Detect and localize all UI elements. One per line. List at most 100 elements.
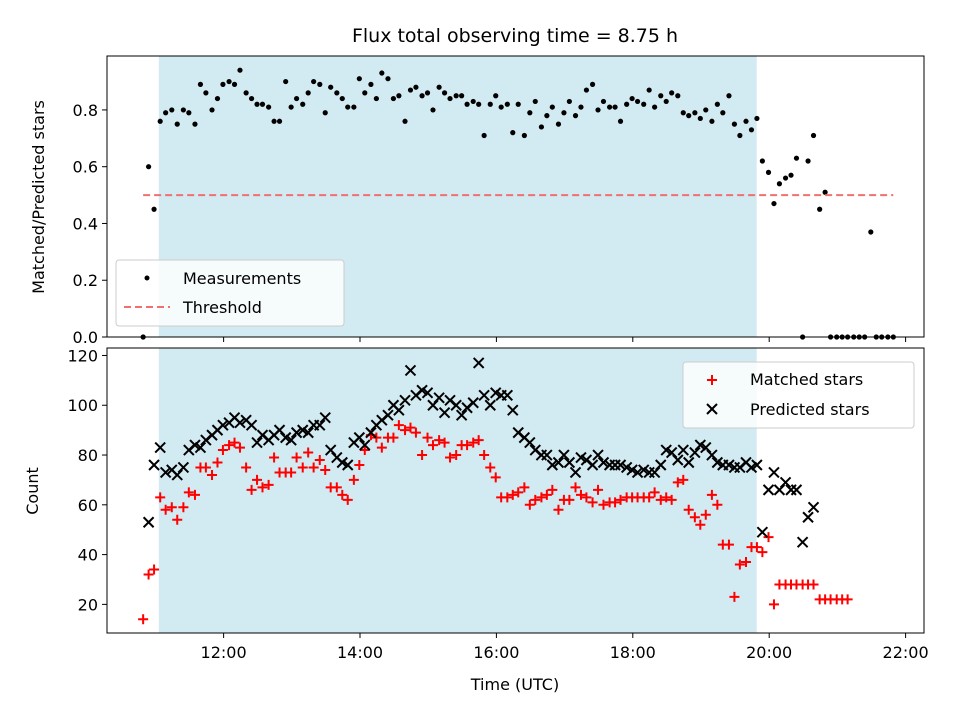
measurement-point xyxy=(822,189,828,195)
predicted-star-point xyxy=(586,459,599,471)
measurement-point xyxy=(322,110,328,116)
matched-star-point xyxy=(536,492,547,503)
measurement-point xyxy=(220,81,226,87)
y-tick-label: 0.8 xyxy=(73,101,98,120)
measurement-point xyxy=(549,104,555,110)
predicted-star-point xyxy=(672,454,684,466)
predicted-star-point xyxy=(768,466,780,479)
measurement-point xyxy=(617,118,624,124)
matched-star-point xyxy=(224,440,235,451)
measurement-point xyxy=(339,95,345,102)
matched-star-point xyxy=(371,432,382,443)
matched-star-point xyxy=(842,594,853,605)
matched-star-point xyxy=(234,442,245,453)
measurement-point xyxy=(748,127,755,133)
measurement-point xyxy=(248,95,255,102)
measurement-point xyxy=(634,98,641,105)
matched-star-point xyxy=(291,452,302,463)
x-tick-label: 20:00 xyxy=(746,643,792,662)
matched-star-point xyxy=(178,502,189,513)
top-panel-frame xyxy=(106,55,925,338)
matched-star-point xyxy=(308,462,319,473)
predicted-star-point xyxy=(467,397,479,409)
matched-star-point xyxy=(507,489,518,500)
measurement-point xyxy=(776,181,783,187)
measurement-point xyxy=(276,118,283,124)
measurement-point xyxy=(510,130,516,136)
observing-window-span-bottom xyxy=(158,348,757,633)
measurement-point xyxy=(226,78,232,85)
matched-star-point xyxy=(485,462,496,473)
measurement-point xyxy=(151,206,157,212)
matched-star-point xyxy=(468,437,479,448)
bottom-panel-frame xyxy=(106,347,925,634)
matched-star-point xyxy=(734,559,745,570)
predicted-star-point xyxy=(319,411,331,424)
measurement-point xyxy=(743,118,749,124)
matched-star-point xyxy=(189,489,200,500)
x-tick-label: 18:00 xyxy=(610,643,656,662)
measurement-point xyxy=(493,93,499,99)
predicted-star-point xyxy=(785,484,797,496)
matched-star-point xyxy=(610,497,621,508)
x-axis-label: Time (UTC) xyxy=(470,675,559,694)
matched-star-point xyxy=(524,499,535,510)
x-tick-label: 12:00 xyxy=(201,643,247,662)
matched-star-point xyxy=(644,492,655,503)
measurement-point xyxy=(544,113,550,119)
x-tick-label: 16:00 xyxy=(473,643,519,662)
measurement-point xyxy=(300,101,306,107)
predicted-star-point xyxy=(234,416,246,429)
matched-star-point xyxy=(541,489,552,500)
measurement-point xyxy=(436,84,442,90)
predicted-star-point xyxy=(472,357,485,369)
y-tick-label: 40 xyxy=(78,546,98,565)
legend-matched-label: Matched stars xyxy=(750,370,863,389)
top-legend-box xyxy=(115,259,345,327)
predicted-star-point xyxy=(217,419,229,431)
measurement-point xyxy=(675,93,681,99)
measurement-point xyxy=(589,81,596,87)
predicted-star-point xyxy=(796,536,809,548)
measurement-point xyxy=(868,229,874,235)
top-panel: 0.00.20.40.60.8 Matched/Predicted stars … xyxy=(29,55,925,347)
predicted-star-point xyxy=(154,441,166,454)
predicted-star-point xyxy=(433,392,445,404)
legend-predicted-label: Predicted stars xyxy=(750,400,870,419)
matched-star-point xyxy=(473,435,484,446)
predicted-star-point xyxy=(541,449,553,461)
matched-star-point xyxy=(513,487,524,498)
matched-star-point xyxy=(405,422,416,433)
predicted-star-point xyxy=(314,419,326,431)
measurement-point xyxy=(646,87,652,93)
measurement-point xyxy=(793,155,800,161)
measurement-point xyxy=(288,104,294,110)
bottom-legend-box xyxy=(682,361,915,429)
matched-star-point xyxy=(462,440,473,451)
predicted-star-point xyxy=(677,444,689,456)
matched-star-point xyxy=(598,499,609,510)
measurement-point xyxy=(243,90,249,96)
matched-star-point xyxy=(666,494,677,505)
matched-star-point xyxy=(183,487,194,498)
legend-measurements-marker xyxy=(144,275,150,281)
matched-star-point xyxy=(263,479,274,490)
predicted-star-point xyxy=(689,446,701,459)
predicted-star-point xyxy=(421,387,434,399)
predicted-star-point xyxy=(399,394,411,406)
measurement-point xyxy=(407,87,414,93)
predicted-star-point xyxy=(353,431,366,444)
measurement-point xyxy=(731,121,738,127)
measurement-point xyxy=(663,98,669,105)
predicted-star-point xyxy=(142,516,155,528)
matched-star-point xyxy=(672,477,683,488)
measurement-point xyxy=(169,107,175,113)
matched-star-point xyxy=(564,494,575,505)
measurement-point xyxy=(504,101,510,107)
predicted-star-point xyxy=(438,407,451,419)
measurement-point xyxy=(385,76,391,82)
bottom-legend: Matched stars Predicted stars xyxy=(682,361,915,429)
predicted-star-point xyxy=(597,456,610,469)
matched-star-point xyxy=(712,499,723,510)
predicted-star-point xyxy=(569,466,582,479)
